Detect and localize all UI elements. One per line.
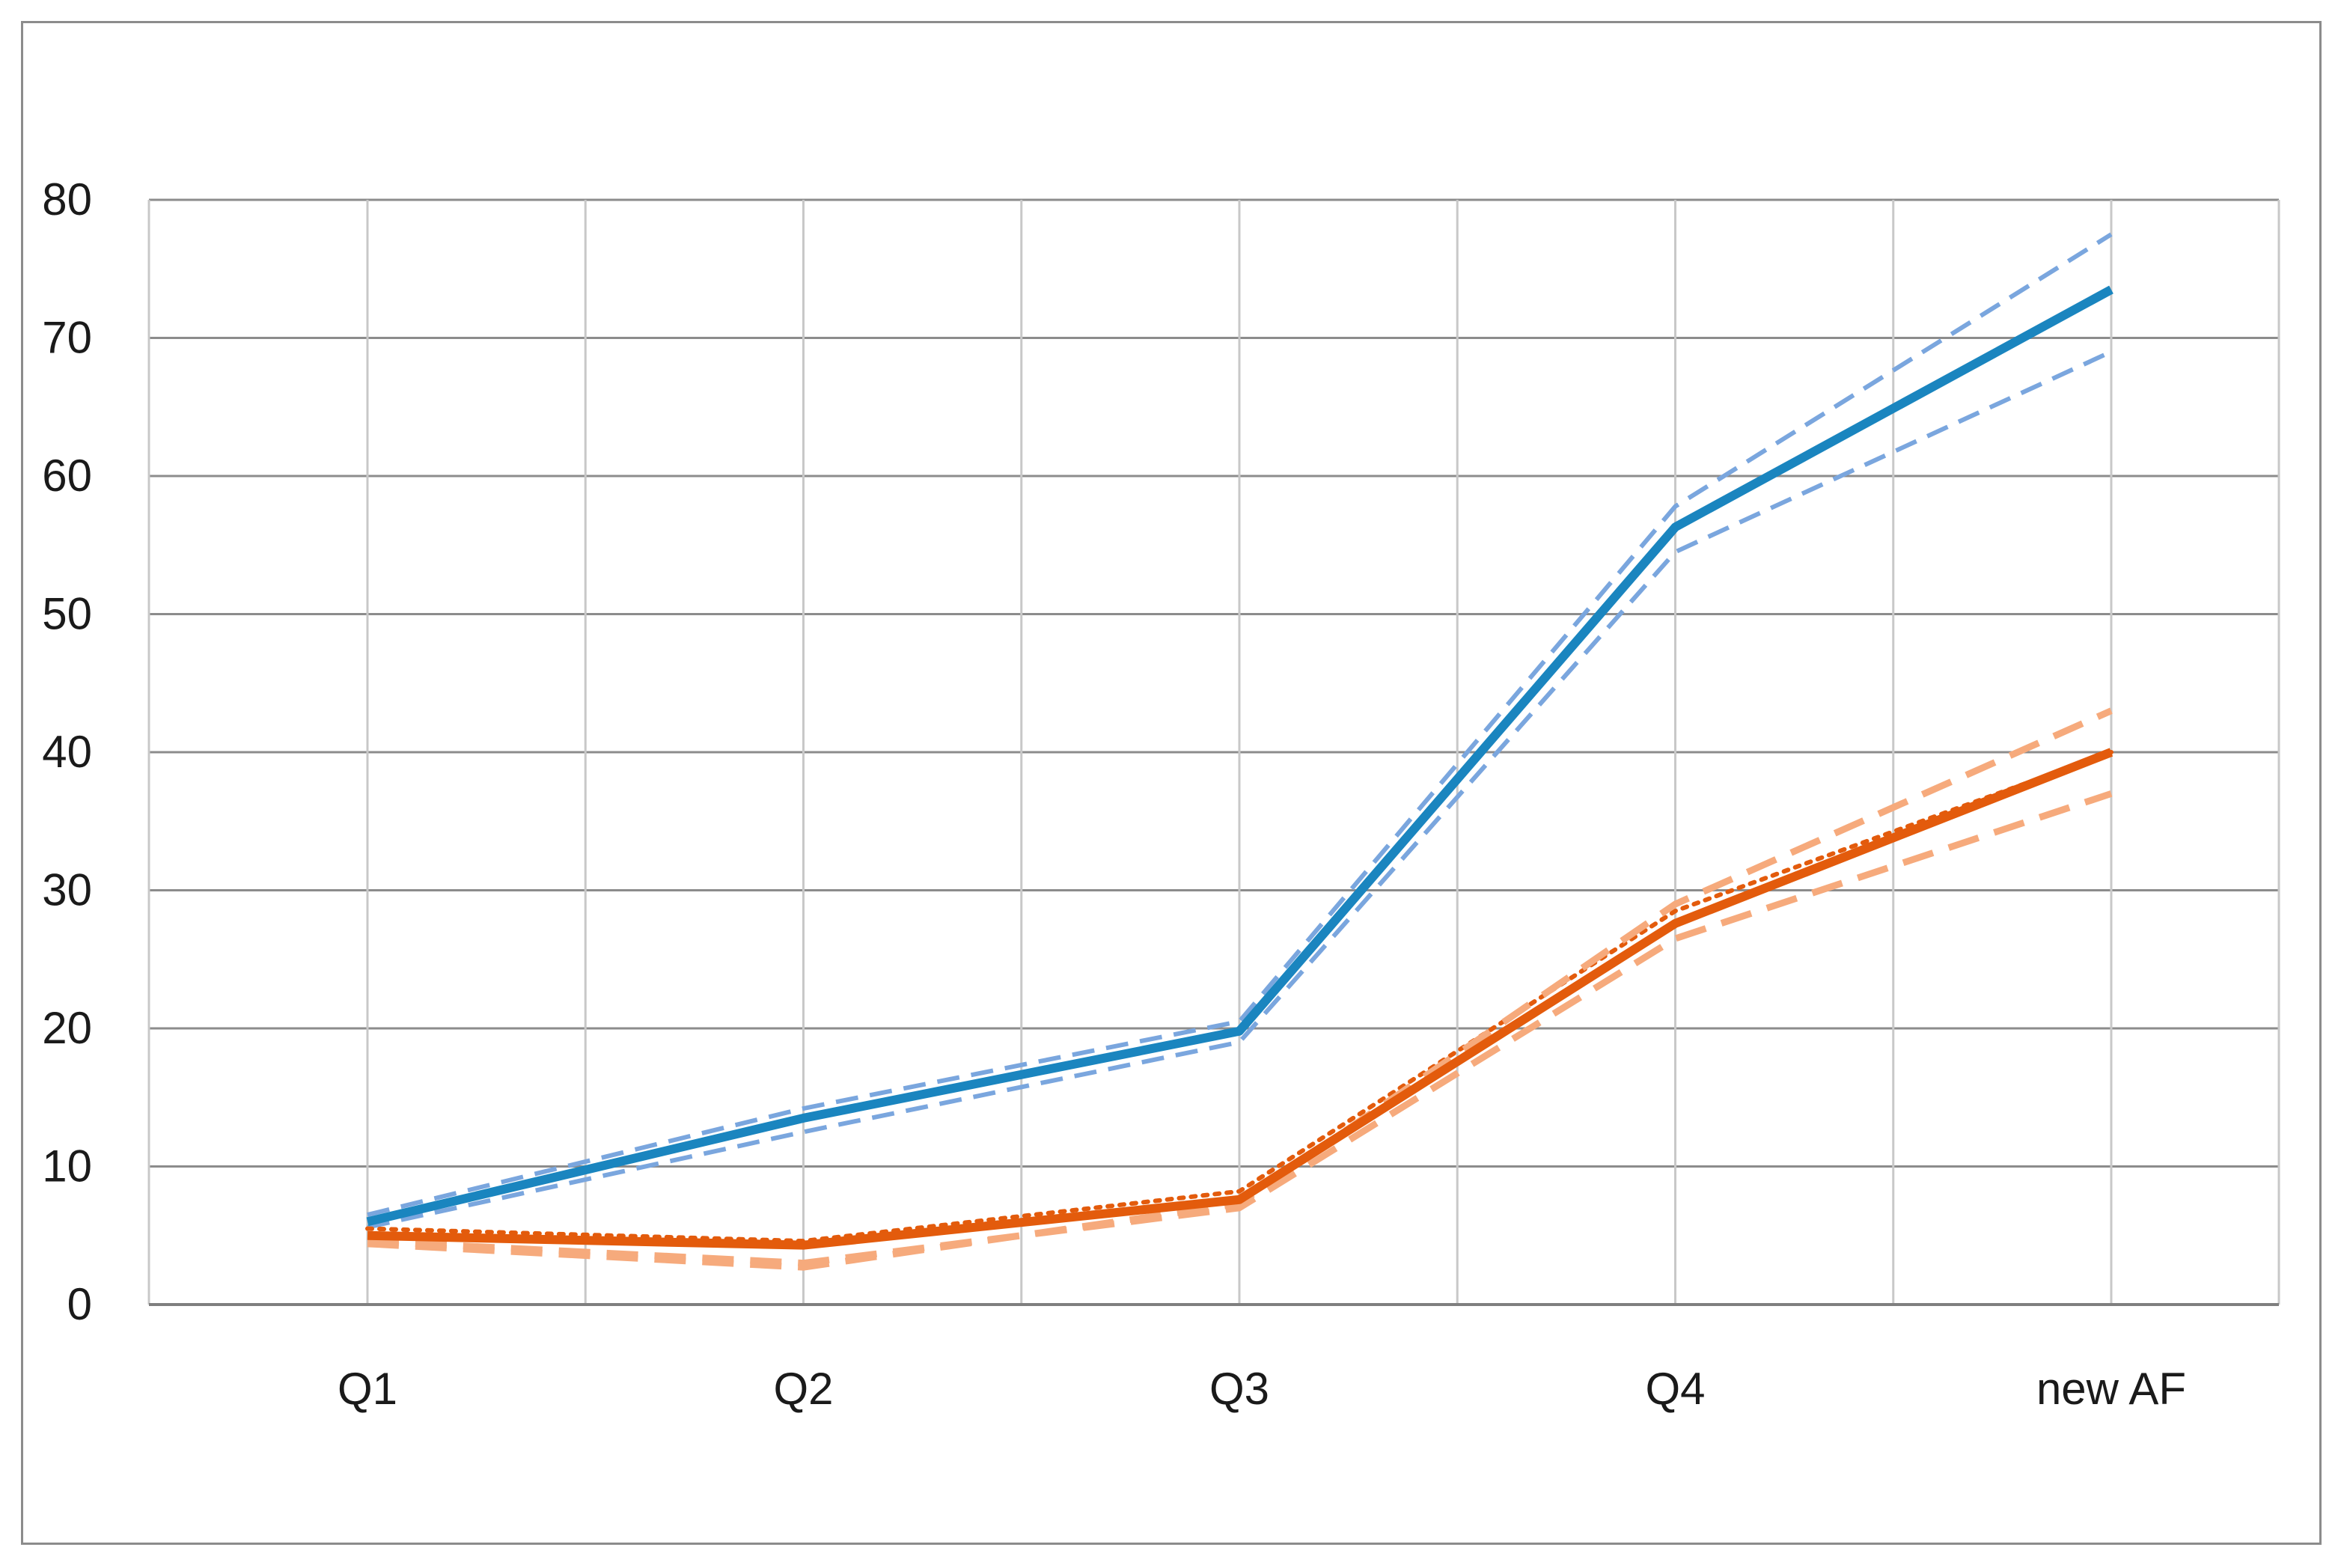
- series-line-2: [367, 232, 2113, 1217]
- y-tick-label: 50: [42, 589, 92, 639]
- tick-labels: 0 10 20 30 40 50 60 70 80 Q1 Q2 Q3 Q4 new AF: [42, 174, 2186, 1414]
- y-tick-label: 40: [42, 727, 92, 777]
- gridlines: [147, 198, 2280, 1305]
- series-line-7: [367, 790, 2113, 1267]
- x-tick-label: Q2: [773, 1364, 833, 1414]
- series-lines: [365, 232, 2113, 1271]
- y-tick-label: 0: [67, 1279, 92, 1329]
- series-line-4: [367, 748, 2113, 1250]
- series-line-5: [365, 750, 2113, 1244]
- x-tick-label: Q4: [1645, 1364, 1705, 1414]
- x-tick-label: new AF: [2036, 1364, 2186, 1414]
- line-chart: 0 10 20 30 40 50 60 70 80 Q1 Q2 Q3 Q4 new AF: [42, 174, 2280, 1414]
- y-tick-label: 20: [42, 1003, 92, 1053]
- x-tick-label: Q3: [1209, 1364, 1269, 1414]
- y-tick-label: 70: [42, 313, 92, 363]
- y-tick-label: 30: [42, 865, 92, 915]
- x-tick-label: Q1: [338, 1364, 397, 1414]
- series-line-1: [366, 285, 2113, 1227]
- y-tick-label: 60: [42, 451, 92, 501]
- y-tick-label: 10: [42, 1141, 92, 1192]
- chart-frame: 0 10 20 30 40 50 60 70 80 Q1 Q2 Q3 Q4 new AF: [21, 21, 2322, 1545]
- y-tick-label: 80: [42, 174, 92, 225]
- series-line-3: [367, 350, 2113, 1230]
